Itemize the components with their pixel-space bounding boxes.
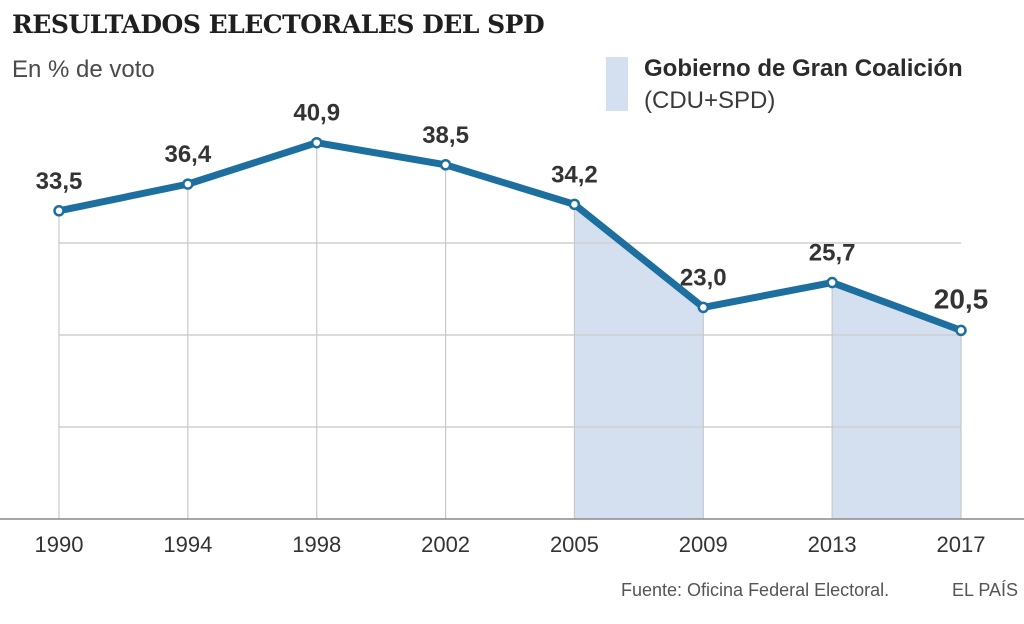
value-label-2009: 23,0 bbox=[680, 264, 727, 291]
source-note: Fuente: Oficina Federal Electoral. bbox=[621, 580, 890, 600]
value-label-1990: 33,5 bbox=[36, 168, 83, 195]
x-tick-label-2017: 2017 bbox=[937, 532, 986, 557]
value-label-1998: 40,9 bbox=[293, 100, 340, 127]
series-line bbox=[55, 139, 965, 334]
data-point-2013 bbox=[826, 276, 838, 289]
value-label-2002: 38,5 bbox=[422, 122, 469, 149]
chart-subtitle: En % de voto bbox=[12, 56, 155, 83]
value-label-2013: 25,7 bbox=[809, 240, 856, 267]
data-point-2005 bbox=[568, 198, 581, 211]
value-label-1994: 36,4 bbox=[164, 141, 211, 168]
x-tick-label-2013: 2013 bbox=[808, 532, 857, 557]
legend-swatch bbox=[606, 57, 628, 111]
data-point-2017 bbox=[955, 324, 967, 337]
coalition-area-2 bbox=[832, 282, 961, 519]
x-tick-label-1998: 1998 bbox=[292, 532, 341, 557]
x-tick-label-1990: 1990 bbox=[35, 532, 84, 557]
data-point-1998 bbox=[310, 136, 323, 149]
data-point-2002 bbox=[439, 159, 452, 171]
data-point-1990 bbox=[53, 205, 65, 217]
data-point-2009 bbox=[697, 301, 710, 314]
x-tick-label-2005: 2005 bbox=[550, 532, 599, 557]
x-tick-label-1994: 1994 bbox=[163, 532, 212, 557]
x-tick-label-2009: 2009 bbox=[679, 532, 728, 557]
legend-title: Gobierno de Gran Coalición bbox=[644, 55, 963, 82]
x-tick-label-2002: 2002 bbox=[421, 532, 470, 557]
legend-subtitle: (CDU+SPD) bbox=[644, 87, 776, 114]
value-label-2005: 34,2 bbox=[551, 161, 598, 188]
chart-title: RESULTADOS ELECTORALES DEL SPD bbox=[12, 10, 545, 39]
value-label-2017: 20,5 bbox=[934, 283, 989, 314]
publisher-brand: EL PAÍS bbox=[952, 580, 1019, 600]
data-point-1994 bbox=[182, 178, 194, 190]
